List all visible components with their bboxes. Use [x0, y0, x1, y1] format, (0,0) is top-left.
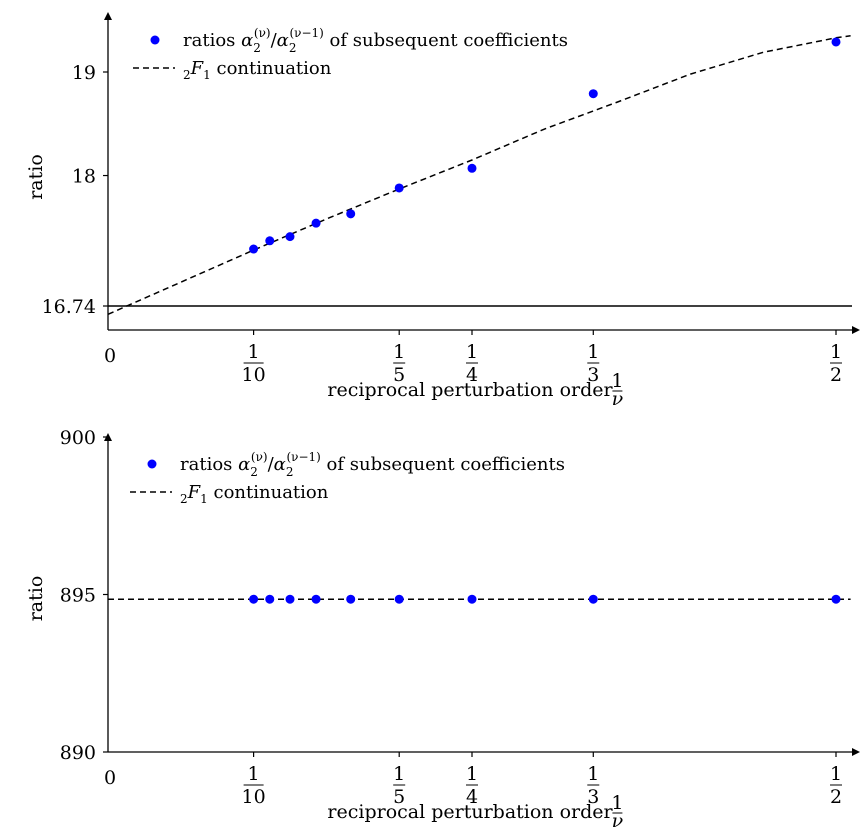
- y-axis-label: ratio: [25, 154, 47, 200]
- x-axis-label-frac-num: 1: [611, 370, 623, 392]
- legend-label-points: ratios α2(ν)/α2(ν−1) of subsequent coeff…: [183, 26, 568, 55]
- x-tick-label-num-3: 1: [466, 763, 478, 785]
- y-tick-label-0: 16.74: [42, 296, 96, 318]
- x-tick-label-den-1: 10: [242, 364, 266, 386]
- y-tick-label-1: 18: [72, 166, 96, 188]
- x-tick-label-den-4: 3: [587, 364, 599, 386]
- data-point: [265, 236, 275, 246]
- data-point: [588, 594, 598, 604]
- x-tick-label-num-2: 1: [393, 341, 405, 363]
- data-point: [831, 37, 841, 47]
- x-tick-label-num-5: 1: [830, 341, 842, 363]
- y-axis-arrow: [104, 12, 112, 20]
- x-axis-label-frac-num: 1: [611, 792, 623, 814]
- x-tick-label-den-2: 5: [393, 364, 405, 386]
- x-tick-label-den-3: 4: [466, 364, 478, 386]
- data-point: [249, 244, 259, 254]
- continuation-curve: [107, 35, 851, 315]
- x-tick-label-den-3: 4: [466, 786, 478, 808]
- data-point: [249, 594, 259, 604]
- data-point: [285, 594, 295, 604]
- legend-marker-points: [147, 459, 157, 469]
- x-tick-label-0: 0: [104, 767, 116, 789]
- data-point: [467, 594, 477, 604]
- y-tick-label-2: 19: [72, 62, 96, 84]
- x-tick-label-num-1: 1: [248, 341, 260, 363]
- x-tick-label-num-4: 1: [587, 763, 599, 785]
- x-axis-arrow: [852, 326, 860, 334]
- x-axis-label: reciprocal perturbation order: [327, 801, 613, 823]
- y-axis-label: ratio: [25, 576, 47, 622]
- data-point: [285, 232, 295, 242]
- x-tick-label-num-4: 1: [587, 341, 599, 363]
- legend-label-points: ratios α2(ν)/α2(ν−1) of subsequent coeff…: [180, 450, 565, 479]
- data-point: [346, 594, 356, 604]
- x-axis-label: reciprocal perturbation order: [327, 379, 613, 401]
- y-tick-label-1: 895: [60, 585, 96, 607]
- data-point: [346, 209, 356, 219]
- x-axis-label-frac-den: ν: [612, 388, 624, 410]
- data-point: [311, 218, 321, 228]
- data-point: [831, 594, 841, 604]
- data-point: [394, 594, 404, 604]
- data-point: [588, 89, 598, 99]
- x-tick-label-den-5: 2: [830, 364, 842, 386]
- x-tick-label-den-4: 3: [587, 786, 599, 808]
- data-point: [265, 594, 275, 604]
- data-point: [394, 183, 404, 193]
- x-axis-arrow: [852, 748, 860, 756]
- x-tick-label-den-2: 5: [393, 786, 405, 808]
- x-tick-label-num-1: 1: [248, 763, 260, 785]
- y-tick-label-2: 900: [60, 427, 96, 449]
- x-tick-label-den-1: 10: [242, 786, 266, 808]
- x-tick-label-num-5: 1: [830, 763, 842, 785]
- data-point: [467, 163, 477, 173]
- y-tick-label-0: 890: [60, 742, 96, 764]
- x-tick-label-0: 0: [104, 345, 116, 367]
- x-tick-label-num-2: 1: [393, 763, 405, 785]
- x-tick-label-num-3: 1: [466, 341, 478, 363]
- data-point: [311, 594, 321, 604]
- x-tick-label-den-5: 2: [830, 786, 842, 808]
- x-axis-label-frac-den: ν: [612, 810, 624, 831]
- legend-marker-points: [150, 35, 160, 45]
- legend-label-line: 2F1 continuation: [180, 482, 329, 506]
- legend-label-line: 2F1 continuation: [183, 58, 332, 82]
